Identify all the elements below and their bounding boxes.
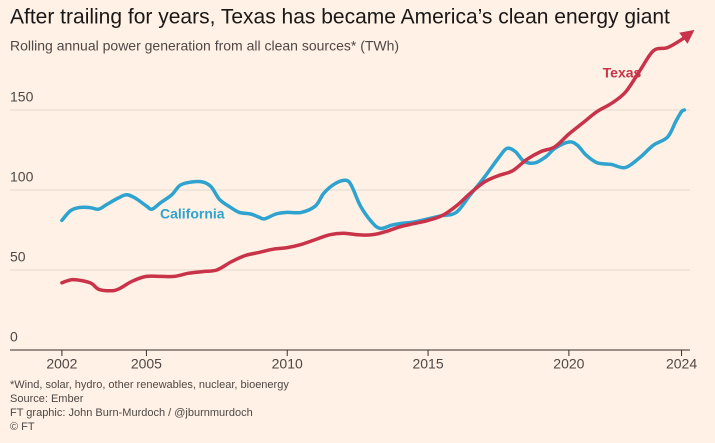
x-tick-label: 2024 [666,356,697,372]
x-tick-label: 2005 [131,356,162,372]
credit: FT graphic: John Burn-Murdoch / @jburnmu… [10,407,253,419]
chart-subtitle: Rolling annual power generation from all… [10,38,399,54]
y-tick-label: 100 [10,169,34,185]
series-label: California [160,206,225,222]
y-tick-label: 0 [10,329,18,345]
series-label: Texas [603,65,642,81]
x-tick-label: 2020 [553,356,584,372]
chart-title: After trailing for years, Texas has beca… [10,6,670,29]
x-tick-label: 2010 [272,356,303,372]
source: Source: Ember [10,393,84,405]
series-line [60,108,687,231]
x-tick-label: 2015 [412,356,443,372]
footnote: *Wind, solar, hydro, other renewables, n… [10,379,289,391]
series-line [60,29,695,293]
copyright: © FT [10,421,35,433]
x-tick-label: 2002 [46,356,77,372]
y-tick-label: 150 [10,89,34,105]
y-tick-label: 50 [10,249,26,265]
